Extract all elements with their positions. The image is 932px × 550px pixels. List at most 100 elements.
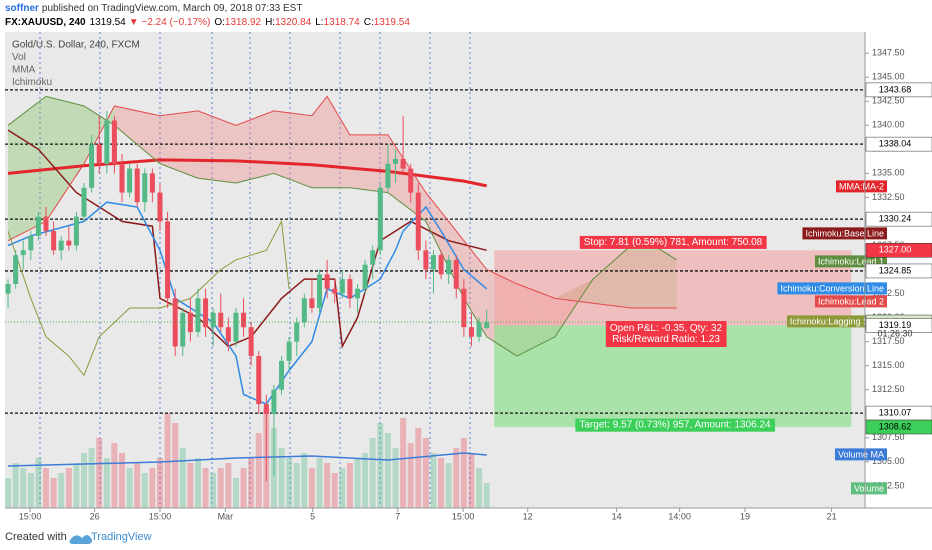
volume-bar (483, 483, 490, 508)
candle-body (58, 240, 64, 251)
candle-body (5, 283, 11, 294)
volume-bar (255, 433, 262, 508)
candle-body (203, 298, 209, 328)
candle-body (119, 163, 125, 193)
candle-body (256, 356, 262, 405)
volume-bar (141, 473, 148, 508)
volume-bar (134, 463, 141, 508)
ohlc-key: L: (315, 17, 323, 28)
candle-body (446, 259, 452, 275)
volume-bar (202, 468, 209, 508)
candle-body (400, 158, 406, 169)
price-label-bg (865, 263, 932, 279)
candle-body (347, 279, 353, 299)
rr-label: Risk/Reward Ratio: 1.23 (612, 334, 720, 345)
volume-bar (35, 458, 42, 508)
x-tick-label: 12 (523, 511, 533, 521)
price-label-bg (865, 136, 932, 152)
volume-bar (164, 413, 171, 508)
volume-bar (362, 453, 369, 508)
y-tick-label: 1335.00 (872, 168, 905, 178)
volume-bar (400, 418, 407, 508)
volume-bar (81, 453, 88, 508)
volume-bar (460, 438, 467, 508)
candle-body (149, 173, 155, 193)
ichimoku-cloud (197, 110, 236, 183)
y-tick-label: 1322.50 (872, 288, 905, 298)
footer-created: Created with (5, 531, 67, 543)
candle-body (195, 298, 201, 333)
symbol-line: FX:XAUUSD, 240 1319.54 ▼ −2.24 (−0.17%) O:1… (5, 17, 410, 28)
candle-body (248, 327, 254, 357)
x-tick-label: 15:00 (452, 511, 475, 521)
volume-bar (96, 438, 103, 508)
volume-bar (179, 448, 186, 508)
indicator-label-bg (814, 295, 887, 308)
ohlc-key: O: (214, 17, 225, 28)
target-label: Target: 9.57 (0.73%) 957, Amount: 1306.2… (579, 420, 771, 431)
price-label: 1319.19 (879, 320, 912, 330)
candle-body (134, 168, 140, 203)
candle-body (81, 187, 87, 217)
candle-body (233, 312, 239, 342)
price-label: 1330.24 (879, 214, 912, 224)
volume-bar (369, 438, 376, 508)
last-price: 1319.54 (90, 17, 127, 28)
candle-body (20, 250, 26, 256)
footer-brand[interactable]: TradingView (91, 531, 152, 543)
volume-bar (339, 468, 346, 508)
indicator-label: Ichimoku:Lagging Span (790, 316, 884, 326)
candle-body (241, 312, 247, 328)
legend-item: Gold/U.S. Dollar, 240, FXCM (12, 40, 140, 51)
ichimoku-cloud (273, 110, 312, 188)
indicator-label-bg (786, 315, 887, 328)
y-tick-label: 1305.00 (872, 456, 905, 466)
candle-body (35, 216, 41, 236)
candle-body (89, 144, 95, 188)
y-tick-label: 1302.50 (872, 480, 905, 490)
price-label: 1308.62 (879, 421, 912, 431)
stop-label: Stop: 7.81 (0.59%) 781, Amount: 750.08 (584, 237, 763, 248)
volume-bar (12, 463, 19, 508)
legend-item: MMA (12, 65, 36, 76)
candle-body (165, 221, 171, 299)
volume-bar (377, 423, 384, 508)
footer-bg (0, 524, 932, 550)
candle-body (339, 279, 345, 294)
stop-label-bg (579, 235, 767, 249)
volume-bar (278, 448, 285, 508)
candle-body (43, 216, 49, 232)
publisher: soffner (5, 3, 39, 14)
countdown: 01:26:30 (877, 328, 912, 338)
volume-bar (422, 438, 429, 508)
price-label: 1343.68 (879, 84, 912, 94)
x-tick-label: 15:00 (19, 511, 42, 521)
volume-bar (126, 468, 133, 508)
volume-bar (156, 458, 163, 508)
legend-item: Vol (12, 52, 26, 63)
candle-body (453, 259, 459, 289)
volume-bar (210, 473, 217, 508)
candle-body (157, 192, 163, 222)
x-tick-label: Mar (218, 511, 234, 521)
candle-body (438, 255, 444, 275)
indicator-label: Ichimoku:Lead 2 (818, 296, 884, 306)
candle-body (355, 288, 361, 299)
indicator-line (7, 95, 677, 357)
pnl-label-bg (605, 321, 727, 348)
volume-bar (88, 448, 95, 508)
target-label-bg (575, 418, 776, 432)
symbol: FX:XAUUSD, 240 (5, 17, 86, 28)
indicator-label-bg (777, 282, 887, 295)
volume-bar (240, 468, 247, 508)
ichimoku-cloud (327, 96, 388, 193)
indicator-label: Ichimoku:Lead 1 (818, 256, 884, 266)
x-tick-label: 14 (612, 511, 622, 521)
candle-body (263, 404, 269, 414)
candle-body (142, 173, 148, 203)
candle-body (66, 240, 72, 246)
candle-body (430, 255, 436, 270)
candle-body (271, 389, 277, 414)
price-label-bg (865, 211, 932, 227)
volume-bar (58, 473, 65, 508)
